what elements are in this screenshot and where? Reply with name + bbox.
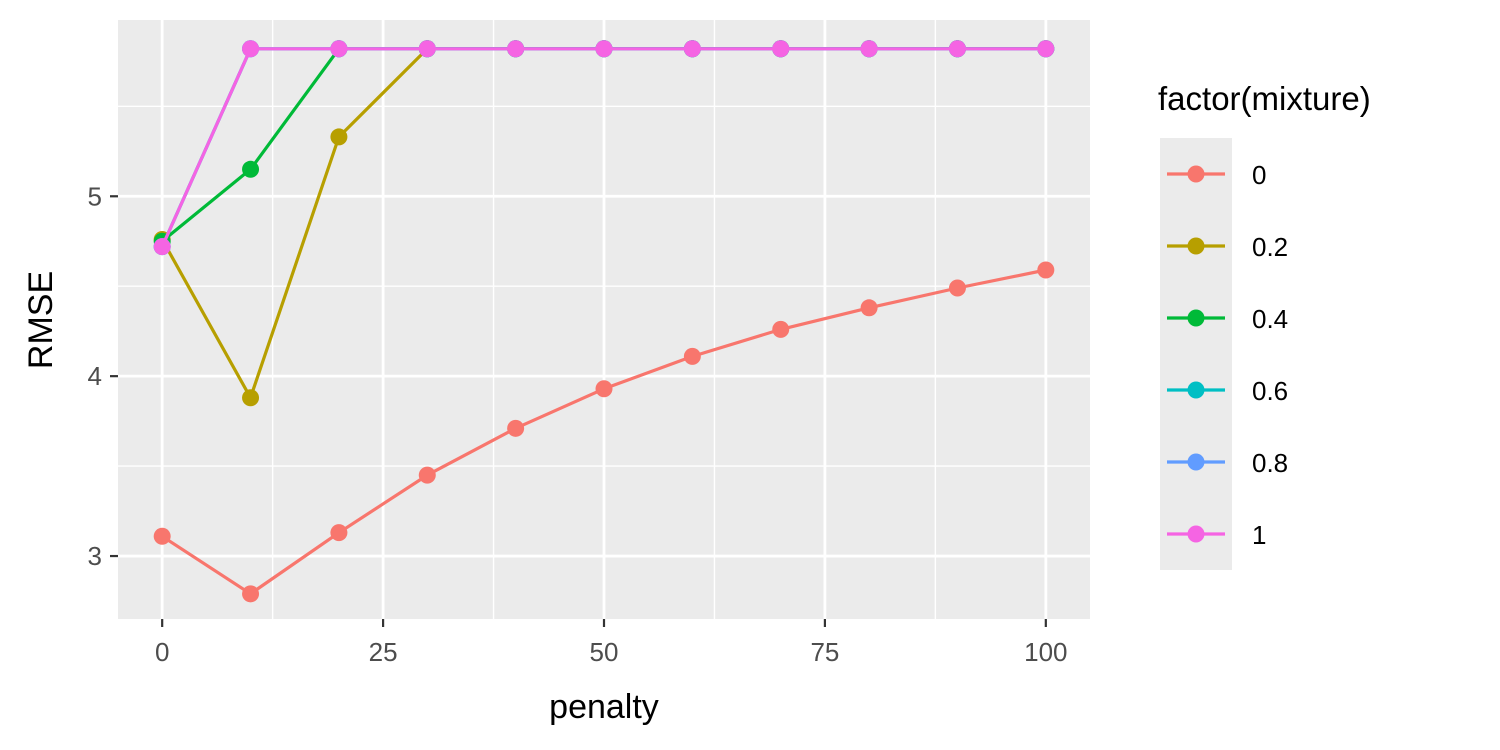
data-point (153, 527, 171, 545)
legend-label: 0.4 (1252, 304, 1288, 334)
data-point (330, 128, 348, 146)
data-point (683, 40, 701, 58)
legend-title: factor(mixture) (1158, 80, 1371, 117)
legend-label: 0 (1252, 160, 1266, 190)
y-axis-title: RMSE (22, 271, 60, 369)
legend-item: 0.2 (1167, 232, 1288, 262)
data-point (242, 40, 260, 58)
legend-item: 0.6 (1167, 376, 1288, 406)
x-tick-label: 100 (1024, 637, 1067, 667)
data-point (595, 380, 613, 398)
x-axis-title: penalty (549, 688, 659, 726)
data-point (330, 524, 348, 542)
legend-key-point (1187, 309, 1205, 327)
data-point (772, 40, 790, 58)
data-point (242, 389, 260, 407)
legend: factor(mixture) 0 0.2 0.4 0.6 0.8 1 (1158, 80, 1371, 570)
y-tick-label: 5 (88, 181, 102, 211)
data-point (948, 279, 966, 297)
data-point (242, 585, 260, 603)
data-point (418, 40, 436, 58)
data-point (683, 347, 701, 365)
legend-key-point (1187, 237, 1205, 255)
legend-label: 0.8 (1252, 448, 1288, 478)
legend-key-point (1187, 453, 1205, 471)
axes: 0 25 50 75 100 3 4 5 (88, 181, 1068, 667)
legend-item: 0 (1167, 160, 1266, 190)
data-point (948, 40, 966, 58)
data-point (242, 160, 260, 178)
data-point (772, 320, 790, 338)
legend-item: 0.4 (1167, 304, 1288, 334)
legend-key-point (1187, 165, 1205, 183)
data-point (1037, 40, 1055, 58)
data-point (153, 238, 171, 256)
data-point (330, 40, 348, 58)
data-point (507, 40, 525, 58)
data-point (860, 40, 878, 58)
data-point (595, 40, 613, 58)
data-point (860, 299, 878, 317)
x-tick-label: 50 (590, 637, 619, 667)
series-1 (153, 40, 1055, 256)
legend-label: 1 (1252, 520, 1266, 550)
y-tick-label: 4 (88, 361, 102, 391)
legend-label: 0.2 (1252, 232, 1288, 262)
data-point (507, 419, 525, 437)
legend-item: 1 (1167, 520, 1266, 550)
series-group (153, 40, 1055, 603)
x-tick-label: 75 (810, 637, 839, 667)
data-point (1037, 261, 1055, 279)
series-0 (153, 261, 1055, 603)
legend-label: 0.6 (1252, 376, 1288, 406)
y-tick-label: 3 (88, 541, 102, 571)
data-point (418, 466, 436, 484)
legend-key-background (1160, 138, 1232, 570)
legend-key-point (1187, 525, 1205, 543)
legend-key-point (1187, 381, 1205, 399)
legend-item: 0.8 (1167, 448, 1288, 478)
x-tick-label: 0 (155, 637, 169, 667)
x-tick-label: 25 (369, 637, 398, 667)
